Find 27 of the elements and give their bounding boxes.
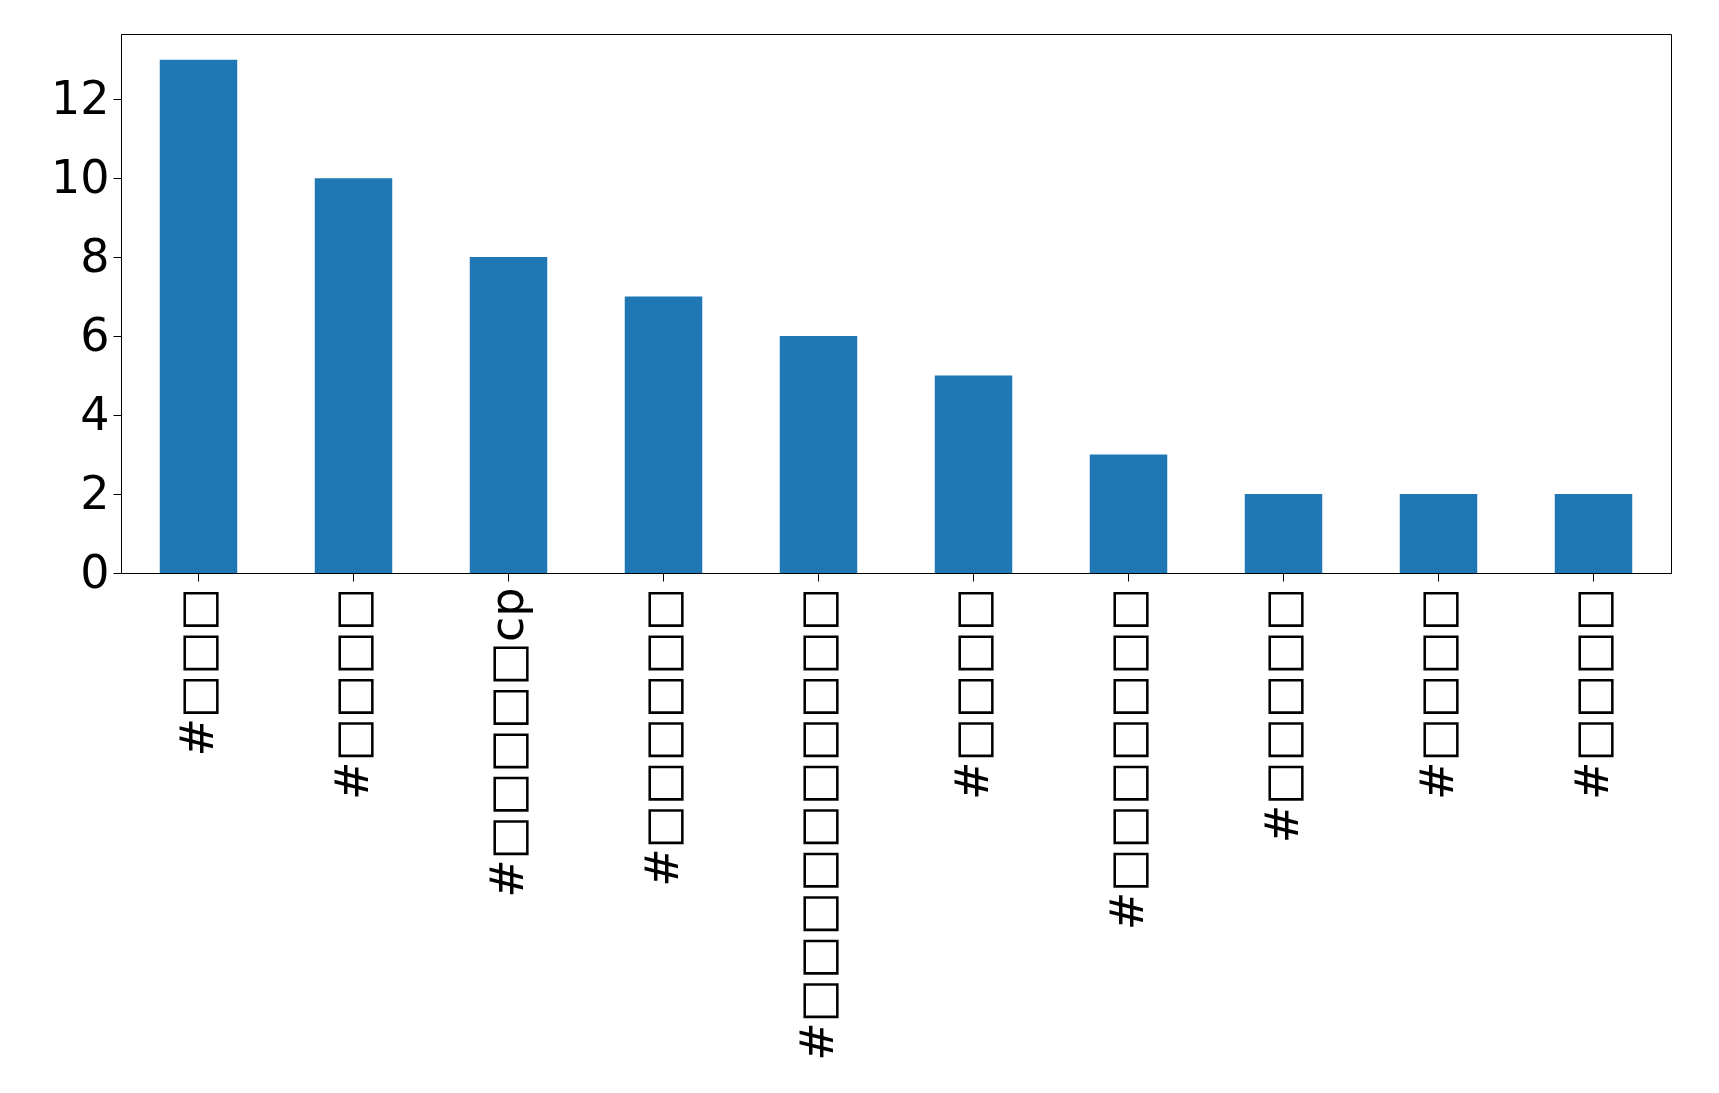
y-tick-label: 2 <box>80 465 110 520</box>
y-tick-label: 0 <box>80 544 110 599</box>
x-tick-label: #□□□□□ <box>1254 587 1309 844</box>
y-tick-label: 4 <box>80 386 110 441</box>
x-tick-label: #□□□□□□□□□□ <box>789 587 844 1061</box>
bar <box>624 296 703 573</box>
bar <box>1089 454 1168 573</box>
x-tick-label: #□□□□ <box>1409 587 1464 800</box>
y-tick-label: 12 <box>50 70 110 125</box>
bar <box>469 257 548 573</box>
y-tick-label: 8 <box>80 228 110 283</box>
bar <box>779 336 858 573</box>
bar <box>1399 494 1478 573</box>
bar <box>159 59 238 573</box>
x-tick-label: #□□□□ <box>324 587 379 800</box>
bar <box>314 178 393 573</box>
bar <box>934 375 1013 573</box>
bar <box>1554 494 1633 573</box>
x-tick-label: #□□□□□cp <box>479 587 534 898</box>
x-tick-label: #□□□□ <box>944 587 999 800</box>
x-tick-label: #□□□ <box>169 587 224 757</box>
x-tick-label: #□□□□ <box>1564 587 1619 800</box>
bar <box>1244 494 1323 573</box>
x-tick-label: #□□□□□□□ <box>1099 587 1154 931</box>
y-tick-label: 10 <box>50 149 110 204</box>
x-tick-label: #□□□□□□ <box>634 587 689 887</box>
y-tick-label: 6 <box>80 307 110 362</box>
